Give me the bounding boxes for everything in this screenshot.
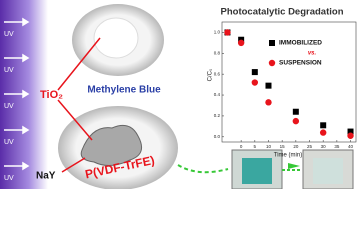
point [347, 128, 354, 135]
x-tick-label: 0 [240, 144, 243, 149]
uv-label: UV [4, 139, 14, 146]
arrow [61, 157, 86, 173]
point [320, 122, 327, 129]
x-tick-label: 40 [348, 144, 354, 149]
uv-arrow-head [22, 53, 30, 63]
x-tick-label: 5 [254, 144, 257, 149]
point [319, 129, 327, 136]
y-tick-label: 0.0 [214, 134, 221, 139]
uv-label: UV [4, 31, 14, 38]
legend-label: IMMOBILIZED [279, 40, 322, 47]
uv-arrow-head [22, 89, 30, 99]
arrow [57, 37, 101, 91]
uv-label: UV [4, 67, 14, 74]
uv-label: UV [4, 103, 14, 110]
x-tick-label: 35 [334, 144, 340, 149]
point [224, 29, 231, 36]
point [251, 79, 259, 86]
photo-film-after [313, 158, 343, 184]
legend-marker [268, 59, 276, 67]
point [292, 108, 299, 115]
point [265, 82, 272, 89]
point [347, 132, 354, 139]
uv-arrows [4, 17, 30, 171]
x-tick-label: 25 [307, 144, 313, 149]
uv-arrow-head [22, 17, 30, 27]
graphical-abstract: TiO₂ Methylene Blue NaY P(VDF-TrFE) Phot… [0, 0, 357, 189]
x-tick-label: 10 [266, 144, 272, 149]
point [292, 117, 300, 125]
y-tick-label: 0.2 [214, 113, 221, 118]
y-tick-label: 0.4 [214, 92, 221, 97]
film [80, 124, 143, 166]
chart-title: Photocatalytic Degradation [221, 7, 344, 18]
x-tick-label: 15 [280, 144, 286, 149]
legend-label: SUSPENSION [279, 60, 322, 67]
legend-marker [269, 40, 275, 46]
point [265, 99, 272, 106]
powder [93, 17, 139, 59]
y-tick-label: 0.8 [214, 50, 221, 55]
point [251, 69, 258, 76]
y-tick-label: 1.0 [214, 30, 221, 35]
x-axis-label: Time (min) [274, 153, 302, 159]
uv-arrow-head [22, 161, 30, 171]
x-tick-label: 30 [321, 144, 327, 149]
photo-film-before [242, 158, 272, 184]
point [237, 39, 245, 47]
label-methylene-blue: Methylene Blue [87, 85, 161, 96]
legend-note: vs. [308, 51, 317, 57]
arrow [57, 99, 93, 141]
green-arrow-head [288, 163, 300, 169]
y-axis-label: C/C₀ [208, 68, 214, 81]
label-tio2: TiO₂ [40, 89, 63, 101]
green-arrow [177, 164, 229, 174]
label-nay: NaY [36, 171, 56, 182]
x-tick-label: 20 [293, 144, 299, 149]
y-tick-label: 0.6 [214, 71, 221, 76]
plot-frame [221, 21, 357, 143]
uv-arrow-head [22, 125, 30, 135]
page: TiO₂ Methylene Blue NaY P(VDF-TrFE) Phot… [0, 0, 357, 189]
uv-label: UV [4, 175, 14, 182]
